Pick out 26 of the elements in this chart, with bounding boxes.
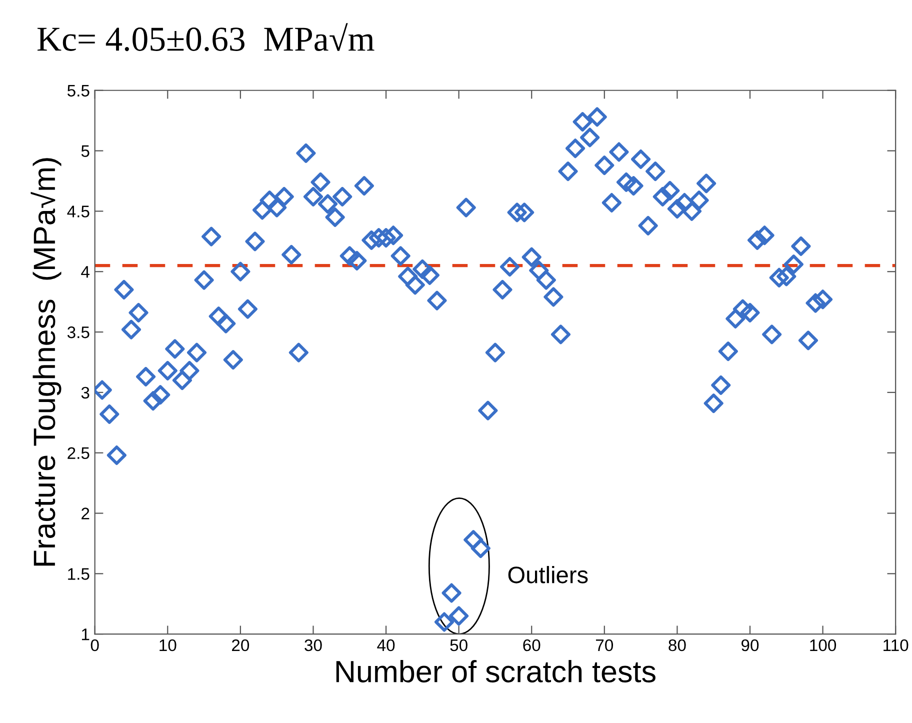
y-tick-label: 1 bbox=[82, 628, 90, 640]
y-tick-label: 5 bbox=[81, 145, 90, 157]
y-tick-label: 1.5 bbox=[68, 568, 90, 580]
x-tick-label: 60 bbox=[523, 639, 540, 652]
x-axis-title: Number of scratch tests bbox=[336, 660, 656, 682]
x-tick-label: 80 bbox=[668, 639, 686, 652]
x-tick-label: 50 bbox=[450, 639, 468, 652]
y-tick-label: 3 bbox=[81, 386, 90, 399]
x-tick-label: 70 bbox=[596, 639, 614, 652]
x-tick-label: 0 bbox=[90, 639, 99, 652]
x-tick-label: 90 bbox=[742, 639, 759, 652]
y-axis-title: Fracture Toughness (MPa√m) bbox=[30, 158, 62, 566]
chart-title: Kc= 4.05±0.63 MPa√m bbox=[37, 23, 374, 52]
y-tick-label: 2.5 bbox=[68, 447, 90, 460]
y-tick-label: 5.5 bbox=[67, 84, 90, 97]
y-tick-label: 3.5 bbox=[67, 326, 90, 338]
y-tick-label: 4.5 bbox=[67, 206, 90, 218]
x-tick-label: 30 bbox=[304, 639, 322, 652]
x-tick-label: 10 bbox=[160, 639, 176, 652]
annotation: Outliers bbox=[508, 566, 588, 584]
x-tick-label: 20 bbox=[232, 639, 250, 652]
x-tick-label: 40 bbox=[377, 639, 395, 652]
x-tick-label: 110 bbox=[884, 639, 908, 652]
x-tick-label: 100 bbox=[810, 639, 836, 652]
y-tick-label: 4 bbox=[81, 266, 90, 278]
y-tick-label: 2 bbox=[82, 508, 90, 520]
